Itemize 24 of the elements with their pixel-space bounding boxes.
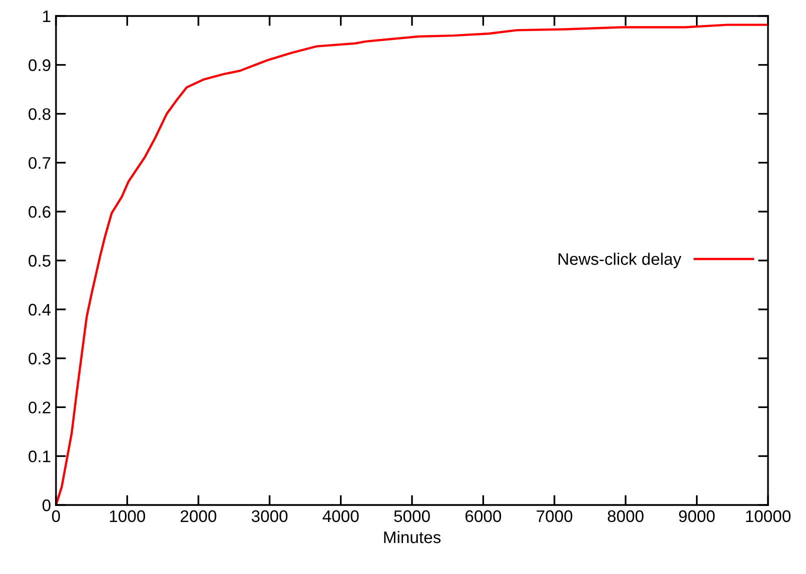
x-tick-label: 2000	[180, 510, 216, 522]
y-tick-label: 0.3	[28, 352, 50, 365]
x-axis-title: Minutes	[384, 530, 441, 544]
x-tick-label: 3000	[252, 510, 288, 522]
x-tick-label: 7000	[536, 510, 572, 522]
y-tick-label: 0.1	[28, 450, 50, 462]
x-tick-label: 0	[52, 510, 60, 522]
y-tick-label: 0.9	[28, 59, 50, 72]
y-tick-label: 0.8	[28, 108, 50, 120]
x-tick-label: 1000	[110, 510, 146, 522]
y-tick-label: 0.2	[28, 402, 50, 414]
x-tick-label: 9000	[679, 510, 715, 522]
y-tick-label: 0.7	[28, 157, 50, 169]
x-tick-label: 4000	[322, 510, 359, 522]
x-tick-label: 6000	[466, 510, 502, 522]
y-tick-label: 1	[43, 10, 50, 22]
y-tick-label: 0	[42, 499, 50, 512]
y-tick-label: 0.5	[28, 254, 50, 267]
x-tick-label: 10000	[746, 510, 791, 522]
x-tick-label: 5000	[394, 510, 430, 522]
x-tick-label: 8000	[608, 510, 644, 522]
y-tick-label: 0.4	[28, 304, 51, 316]
legend-label: News-click delay	[558, 252, 682, 268]
y-tick-label: 0.6	[28, 206, 50, 218]
